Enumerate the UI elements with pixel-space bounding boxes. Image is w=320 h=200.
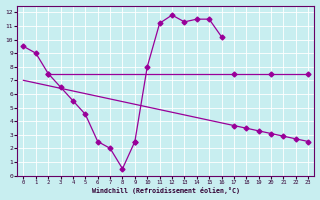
X-axis label: Windchill (Refroidissement éolien,°C): Windchill (Refroidissement éolien,°C) bbox=[92, 187, 240, 194]
